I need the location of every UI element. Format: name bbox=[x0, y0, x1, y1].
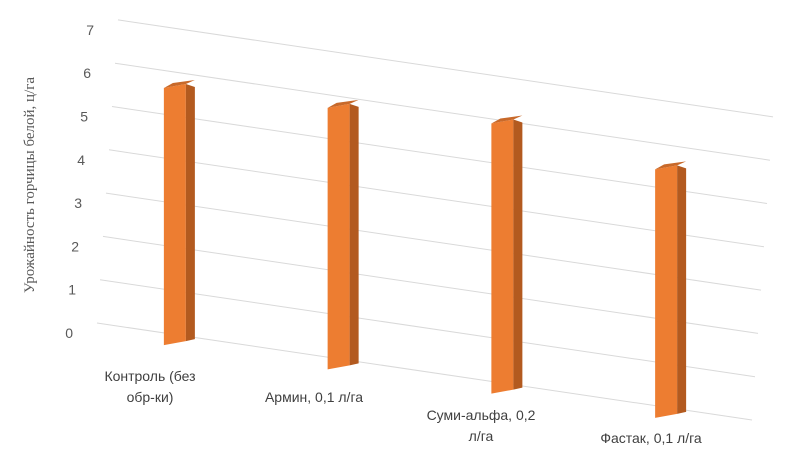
bar-top bbox=[163, 79, 195, 88]
x-category-label: Армин, 0,1 л/га bbox=[265, 389, 363, 405]
bar-side bbox=[677, 165, 687, 414]
y-tick-label: 7 bbox=[86, 22, 94, 38]
bar-top bbox=[327, 99, 359, 108]
y-tick-label: 6 bbox=[83, 65, 91, 81]
bar-top bbox=[491, 115, 523, 124]
y-tick-label: 4 bbox=[77, 152, 85, 168]
bar-side bbox=[513, 119, 523, 390]
gridlines bbox=[96, 19, 774, 421]
bar bbox=[491, 115, 523, 394]
bar-top bbox=[655, 161, 687, 170]
x-category-label-line: Фастак, 0,1 л/га bbox=[600, 430, 702, 446]
x-category-label: Контроль (без обр-ки) bbox=[104, 368, 195, 405]
x-axis-categories: Контроль (без обр-ки) Армин, 0,1 л/га Суми-… bbox=[104, 368, 701, 446]
gridline bbox=[99, 279, 756, 378]
bar-front bbox=[655, 165, 678, 418]
y-axis-ticks: 0 1 2 3 4 5 6 7 bbox=[65, 22, 94, 341]
y-tick-label: 3 bbox=[74, 195, 82, 211]
bar bbox=[163, 79, 195, 346]
gridline bbox=[105, 192, 762, 291]
bar-front bbox=[327, 103, 350, 370]
bars bbox=[163, 79, 687, 418]
x-category-label: Суми-альфа, 0,2 л/га bbox=[427, 407, 536, 444]
bar-front bbox=[163, 83, 186, 346]
x-category-label: Фастак, 0,1 л/га bbox=[600, 430, 702, 446]
y-tick-label: 2 bbox=[71, 238, 79, 254]
x-category-label-line: обр-ки) bbox=[127, 389, 174, 405]
bar-side bbox=[349, 103, 359, 366]
y-axis-label: Урожайность горчицы белой, ц/га bbox=[22, 77, 38, 293]
y-tick-label: 0 bbox=[65, 325, 73, 341]
x-category-label-line: Армин, 0,1 л/га bbox=[265, 389, 363, 405]
gridline bbox=[96, 322, 753, 421]
y-tick-label: 5 bbox=[80, 109, 88, 125]
gridline bbox=[117, 19, 774, 118]
bar-side bbox=[185, 83, 195, 342]
bar-front bbox=[491, 119, 514, 394]
x-category-label-line: л/га bbox=[469, 428, 494, 444]
bar bbox=[327, 99, 359, 370]
gridline bbox=[108, 149, 765, 248]
gridline bbox=[114, 62, 771, 161]
y-tick-label: 1 bbox=[68, 282, 76, 298]
x-category-label-line: Контроль (без bbox=[104, 368, 195, 384]
x-category-label-line: Суми-альфа, 0,2 bbox=[427, 407, 536, 423]
gridline bbox=[102, 235, 759, 334]
bar bbox=[655, 161, 687, 418]
